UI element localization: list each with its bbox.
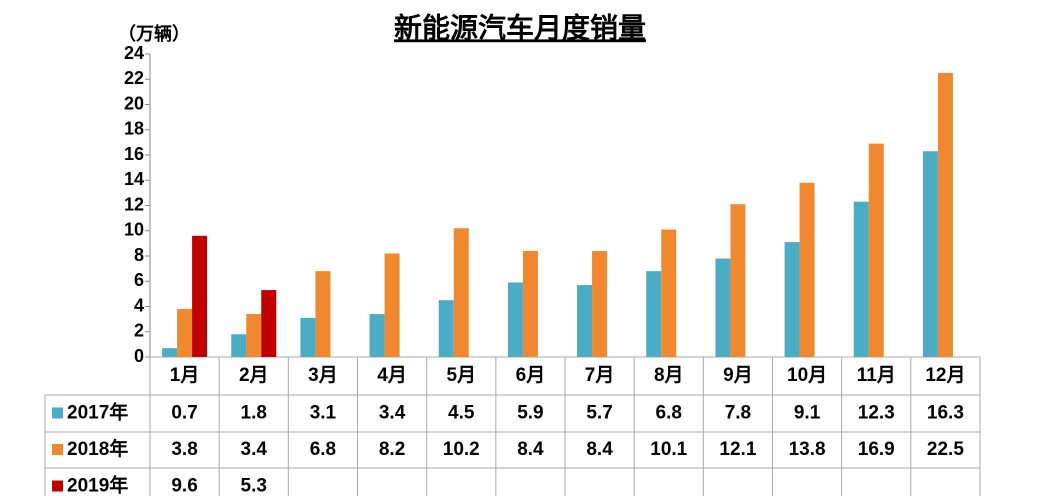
table-value: 9.1 [794,403,821,424]
table-value: 1.8 [241,403,267,424]
chart-title: 新能源汽车月度销量 [394,11,646,43]
x-tick-label: 7月 [585,365,615,386]
y-tick-label: 0 [134,346,144,366]
table-value: 16.3 [927,403,964,424]
legend-swatch [52,480,63,492]
bar [177,309,193,357]
table-value: 0.7 [171,403,197,424]
legend-label: 2017年 [67,401,128,424]
table-value: 5.7 [586,403,612,424]
table-value: 3.8 [171,439,197,460]
table-value: 8.4 [586,439,613,460]
y-tick-label: 16 [124,144,144,164]
bar [937,72,953,357]
y-tick-label: 10 [124,220,144,240]
bar [192,235,208,357]
bar [369,314,385,357]
y-tick-label: 24 [124,43,144,63]
y-tick-label: 18 [124,119,144,139]
table-value: 3.1 [310,403,337,424]
x-tick-label: 1月 [170,365,200,386]
x-tick-label: 6月 [516,365,546,386]
bar [522,250,538,357]
table-value: 6.8 [656,403,682,424]
bar [315,271,331,357]
table-value: 5.9 [517,403,543,424]
y-tick-label: 8 [134,245,144,265]
bar [715,258,731,357]
x-tick-label: 9月 [723,365,753,386]
y-tick-label: 4 [134,295,144,315]
y-tick-label: 2 [134,321,144,341]
table-value: 10.1 [650,439,687,460]
bar [646,271,662,357]
legend-label: 2018年 [67,437,128,460]
table-value: 13.8 [789,439,826,460]
table-value: 9.6 [171,476,197,496]
bar [661,229,677,357]
x-tick-label: 11月 [857,365,896,386]
x-tick-label: 5月 [446,365,476,386]
bar [261,290,277,357]
bar [592,250,608,357]
bar [507,282,523,357]
bar [246,314,262,357]
table-value: 5.3 [241,476,267,496]
y-tick-label: 20 [124,93,144,113]
bar [453,228,469,357]
bar [577,285,593,357]
x-tick-label: 3月 [308,365,338,386]
bar [868,143,884,357]
table-value: 7.8 [725,403,751,424]
bar [231,334,247,357]
bar [730,204,746,357]
table-value: 12.1 [719,439,756,460]
bar [300,317,316,357]
y-tick-label: 14 [124,169,144,189]
legend-swatch [52,407,63,419]
table-value: 12.3 [858,403,895,424]
legend-swatch [52,444,63,455]
table-value: 22.5 [927,439,964,460]
x-tick-label: 2月 [239,365,269,386]
bar [922,151,938,357]
bar [853,201,869,357]
bar [799,182,815,357]
table-value: 3.4 [241,439,268,460]
x-tick-label: 4月 [377,365,407,386]
x-tick-label: 12月 [925,365,965,386]
table-value: 4.5 [448,403,475,424]
bar [384,253,400,357]
x-tick-label: 10月 [787,365,827,386]
bar [438,300,454,357]
y-axis-label: （万辆） [118,23,190,44]
table-value: 16.9 [858,439,895,460]
y-tick-label: 6 [134,270,144,290]
table-value: 8.2 [379,439,405,460]
y-tick-label: 12 [124,194,144,214]
y-tick-label: 22 [124,68,144,88]
legend-label: 2019年 [67,474,128,496]
table-value: 6.8 [310,439,336,460]
table-value: 10.2 [443,439,480,460]
table-value: 3.4 [379,403,406,424]
table-value: 8.4 [517,439,544,460]
bar [162,348,178,357]
x-tick-label: 8月 [654,365,684,386]
bar [784,242,800,357]
